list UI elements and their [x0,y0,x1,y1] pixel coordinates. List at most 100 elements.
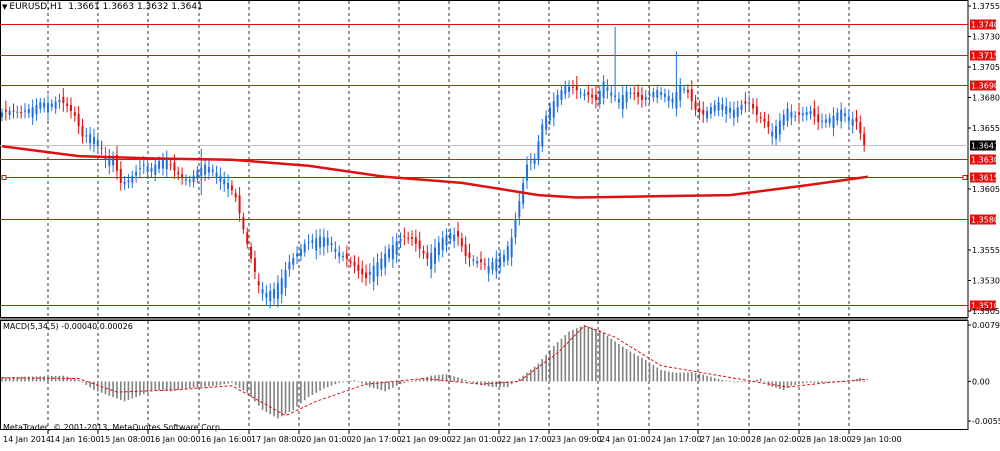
price-bar-body [430,253,433,270]
y-tick-label: 1.3530 [972,277,1000,286]
price-bar-body [418,240,421,249]
level-handle[interactable] [962,175,968,180]
macd-histogram-bar [610,338,613,382]
macd-histogram-bar [131,381,134,399]
macd-histogram-bar [453,376,455,382]
price-bar-body [131,176,134,183]
macd-histogram-bar [273,381,275,417]
macd-histogram-bar [748,381,751,382]
price-bar-body [598,90,601,104]
macd-histogram-bar [5,377,7,382]
price-bar-body [487,265,490,274]
price-bar-body [146,166,149,173]
macd-histogram-bar [664,370,666,382]
macd-histogram-bar [181,381,183,390]
price-bar-body [863,133,866,146]
macd-histogram-bar [560,338,563,382]
macd-histogram-bar [323,381,325,389]
price-level-tag-label: 1.3715 [971,52,999,61]
macd-histogram-bar [656,367,659,382]
price-bar-body [62,96,65,103]
macd-histogram-bar [552,345,555,382]
price-bar-body [158,160,161,169]
macd-histogram-bar [150,381,153,392]
price-bar-body [169,164,172,166]
price-bar-body [483,263,486,265]
macd-histogram-bar [119,381,122,400]
price-level-tag-label: 1.3690 [971,82,999,91]
price-bar-body [633,92,636,94]
macd-histogram-bar [8,376,11,382]
price-bar-body [31,107,34,118]
macd-histogram-bar [388,381,390,390]
macd-histogram-bar [756,379,758,382]
macd-histogram-bar [261,381,264,410]
price-bar-body [43,102,46,108]
macd-histogram-bar [629,351,632,382]
macd-histogram-bar [510,381,513,385]
price-bar-body [717,102,720,111]
price-bar-body [177,172,180,175]
macd-histogram-bar [74,378,76,382]
macd-histogram-bar [231,381,233,383]
x-tick-label: 14 Jan 2014 [3,435,51,444]
macd-histogram-bar [621,346,624,382]
price-bar-body [322,237,325,247]
macd-histogram-bar [445,374,448,382]
macd-histogram-bar [208,381,210,387]
macd-histogram-bar [43,376,45,382]
price-bar-body [368,271,371,275]
price-bar-body [587,92,590,96]
macd-histogram-bar [464,379,467,382]
y-tick-label: 1.3555 [972,246,1000,255]
macd-histogram-bar [342,381,344,383]
price-bar-body [181,174,184,179]
macd-histogram-bar [591,327,593,382]
price-bar-body [330,243,333,246]
price-bar-body [27,108,30,113]
price-bar-body [625,91,628,103]
macd-histogram-bar [579,326,582,382]
macd-histogram-bar [280,381,283,417]
price-bar-body [759,117,762,119]
price-bar-body [196,170,199,179]
macd-histogram-bar [200,381,203,388]
macd-histogram-bar [763,381,766,383]
moving-average-line[interactable] [1,145,869,199]
price-bar-body [353,261,356,267]
macd-histogram-bar [369,381,371,388]
x-tick-label: 22 Jan 17:00 [501,435,552,444]
price-bar-body [510,237,513,258]
macd-histogram-bar [139,381,141,396]
price-bar-body [23,110,26,112]
macd-histogram-bar [196,381,199,388]
y-tick-label: 1.3605 [972,185,1000,194]
price-bar-body [548,107,551,121]
x-tick-label: 28 Jan 02:00 [751,435,802,444]
macd-histogram-bar [372,381,375,389]
price-level-tag [970,214,996,225]
price-bar-body [740,104,743,111]
price-bar-body [725,106,728,115]
pane-separator[interactable] [0,318,968,321]
price-bar-body [859,122,862,134]
macd-histogram-bar [775,381,777,388]
price-bar-body [211,169,214,172]
level-handle[interactable] [1,175,7,180]
price-bar-body [411,237,414,240]
price-bar-body [292,257,295,265]
price-bar-body [640,95,643,100]
price-bar-body [525,164,528,181]
x-tick-label: 15 Jan 08:00 [100,435,151,444]
macd-histogram-bar [407,381,409,383]
triangle-down-icon[interactable]: ▼ [2,3,8,11]
macd-histogram-bar [564,335,567,382]
macd-histogram-bar [480,381,482,385]
macd-histogram-bar [794,381,796,385]
price-bar-body [380,258,383,270]
copyright-text: MetaTrader, © 2001-2013, MetaQuotes Soft… [3,423,223,432]
macd-histogram-bar [717,378,720,382]
y-tick-label: 1.3755 [972,2,1000,11]
